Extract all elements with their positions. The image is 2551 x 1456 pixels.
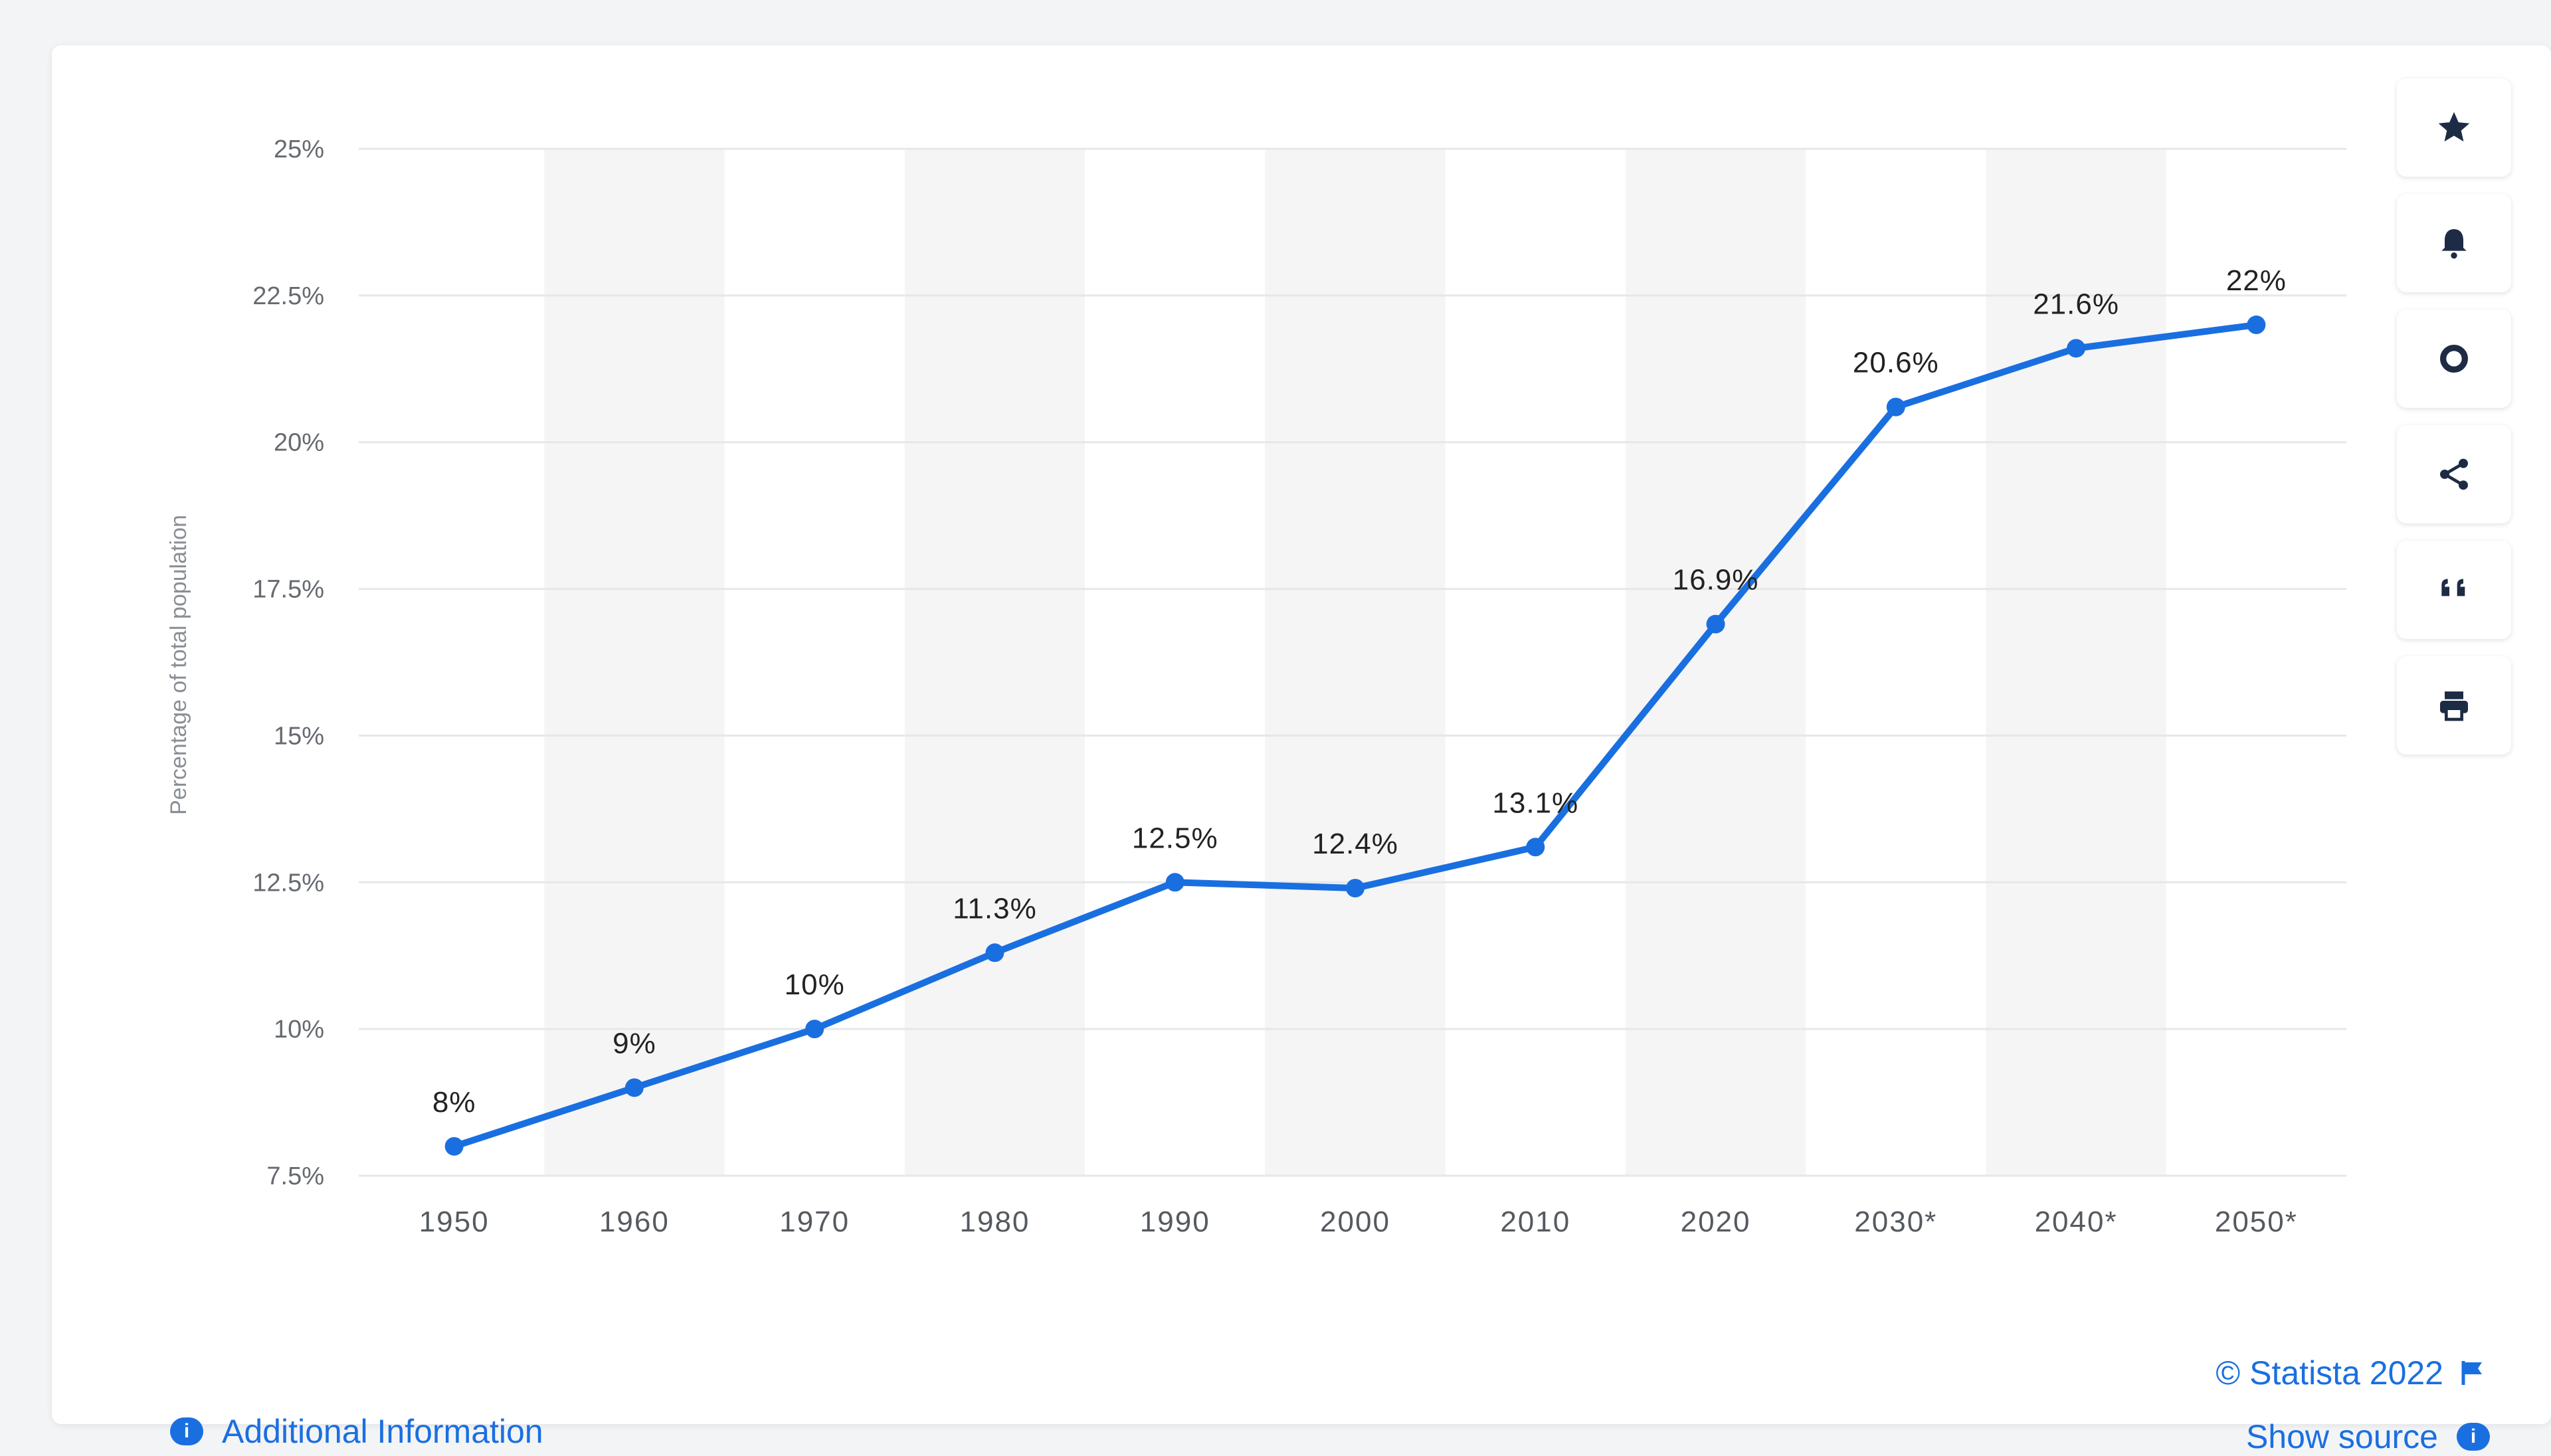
data-label: 11.3% bbox=[953, 892, 1037, 925]
x-tick-label: 1980 bbox=[960, 1206, 1030, 1238]
data-point bbox=[805, 1020, 824, 1039]
data-points bbox=[444, 316, 2266, 1156]
x-tick-label: 2000 bbox=[1320, 1206, 1390, 1238]
notification-button[interactable] bbox=[2397, 194, 2511, 292]
data-label: 22% bbox=[2226, 264, 2287, 297]
data-point bbox=[2067, 339, 2086, 358]
y-axis-ticks: 7.5% 10% 12.5% 15% 17.5% 20% 22.5% 25% bbox=[252, 136, 324, 1190]
data-point bbox=[1346, 879, 1365, 898]
shaded-column bbox=[1265, 149, 1446, 1176]
data-point bbox=[624, 1078, 644, 1097]
data-label: 21.6% bbox=[2033, 288, 2119, 320]
y-tick-label: 12.5% bbox=[252, 869, 324, 897]
data-labels: 8% 9% 10% 11.3% 12.5% 12.4% 13.1% 16.9% 20.6% 21.… bbox=[432, 264, 2287, 1119]
data-point bbox=[985, 943, 1004, 962]
data-point bbox=[1165, 873, 1184, 892]
data-point bbox=[1886, 397, 1905, 416]
x-tick-label: 1990 bbox=[1140, 1206, 1210, 1238]
y-tick-label: 20% bbox=[274, 429, 324, 457]
shaded-column bbox=[1986, 149, 2166, 1176]
x-tick-label: 2020 bbox=[1681, 1206, 1751, 1238]
chart-toolbar bbox=[2397, 78, 2511, 772]
line-chart: 7.5% 10% 12.5% 15% 17.5% 20% 22.5% 25% 1950 1960… bbox=[166, 136, 2346, 1238]
y-tick-label: 15% bbox=[274, 722, 324, 750]
data-label: 9% bbox=[613, 1027, 656, 1059]
x-tick-label: 2030* bbox=[1854, 1206, 1937, 1238]
data-point bbox=[444, 1137, 464, 1156]
y-tick-label: 7.5% bbox=[266, 1162, 324, 1190]
settings-button[interactable] bbox=[2397, 310, 2511, 408]
data-label: 12.5% bbox=[1132, 822, 1218, 854]
star-icon bbox=[2438, 112, 2470, 141]
x-axis-ticks: 1950 1960 1970 1980 1990 2000 2010 2020 2030* 204… bbox=[419, 1206, 2298, 1238]
additional-information-link[interactable]: i Additional Information bbox=[170, 1412, 543, 1451]
show-source-label: Show source bbox=[2245, 1418, 2438, 1455]
bell-icon bbox=[2441, 229, 2467, 259]
y-tick-label: 22.5% bbox=[252, 282, 324, 310]
copyright-text[interactable]: © Statista 2022 bbox=[2216, 1354, 2443, 1392]
x-tick-label: 2050* bbox=[2215, 1206, 2298, 1238]
shaded-column bbox=[1625, 149, 1806, 1176]
additional-information-label: Additional Information bbox=[222, 1413, 543, 1450]
data-label: 10% bbox=[785, 968, 845, 1001]
data-label: 12.4% bbox=[1312, 828, 1398, 860]
x-tick-label: 1970 bbox=[779, 1206, 850, 1238]
x-tick-label: 1960 bbox=[599, 1206, 670, 1238]
gear-icon bbox=[2440, 345, 2468, 373]
data-label: 8% bbox=[432, 1086, 476, 1119]
x-tick-label: 2040* bbox=[2035, 1206, 2118, 1238]
quote-icon bbox=[2441, 579, 2465, 596]
print-icon bbox=[2440, 691, 2468, 721]
data-label: 13.1% bbox=[1492, 786, 1578, 819]
info-icon: i bbox=[170, 1417, 203, 1445]
chart-card: 7.5% 10% 12.5% 15% 17.5% 20% 22.5% 25% 1950 1960… bbox=[52, 45, 2551, 1455]
info-icon: i bbox=[2457, 1423, 2490, 1451]
data-point bbox=[1706, 614, 1725, 634]
data-label: 20.6% bbox=[1853, 347, 1939, 379]
show-source-link[interactable]: Show source i bbox=[2246, 1417, 2490, 1456]
x-tick-label: 2010 bbox=[1500, 1206, 1570, 1238]
data-point bbox=[2247, 316, 2266, 335]
y-axis-label: Percentage of total population bbox=[166, 515, 191, 815]
flag-icon[interactable] bbox=[2461, 1360, 2485, 1386]
share-button[interactable] bbox=[2397, 425, 2511, 523]
print-button[interactable] bbox=[2397, 656, 2511, 755]
y-tick-label: 17.5% bbox=[252, 576, 324, 604]
favorite-button[interactable] bbox=[2397, 78, 2511, 177]
shaded-column bbox=[544, 149, 725, 1176]
copyright-notice: © Statista 2022 bbox=[2216, 1354, 2485, 1392]
y-tick-label: 10% bbox=[274, 1016, 324, 1044]
share-icon bbox=[2440, 458, 2468, 490]
data-label: 16.9% bbox=[1673, 564, 1759, 596]
y-tick-label: 25% bbox=[274, 136, 324, 163]
column-shading bbox=[544, 149, 2166, 1176]
x-tick-label: 1950 bbox=[419, 1206, 490, 1238]
shaded-column bbox=[904, 149, 1086, 1176]
cite-button[interactable] bbox=[2397, 541, 2511, 639]
data-point bbox=[1526, 838, 1545, 857]
